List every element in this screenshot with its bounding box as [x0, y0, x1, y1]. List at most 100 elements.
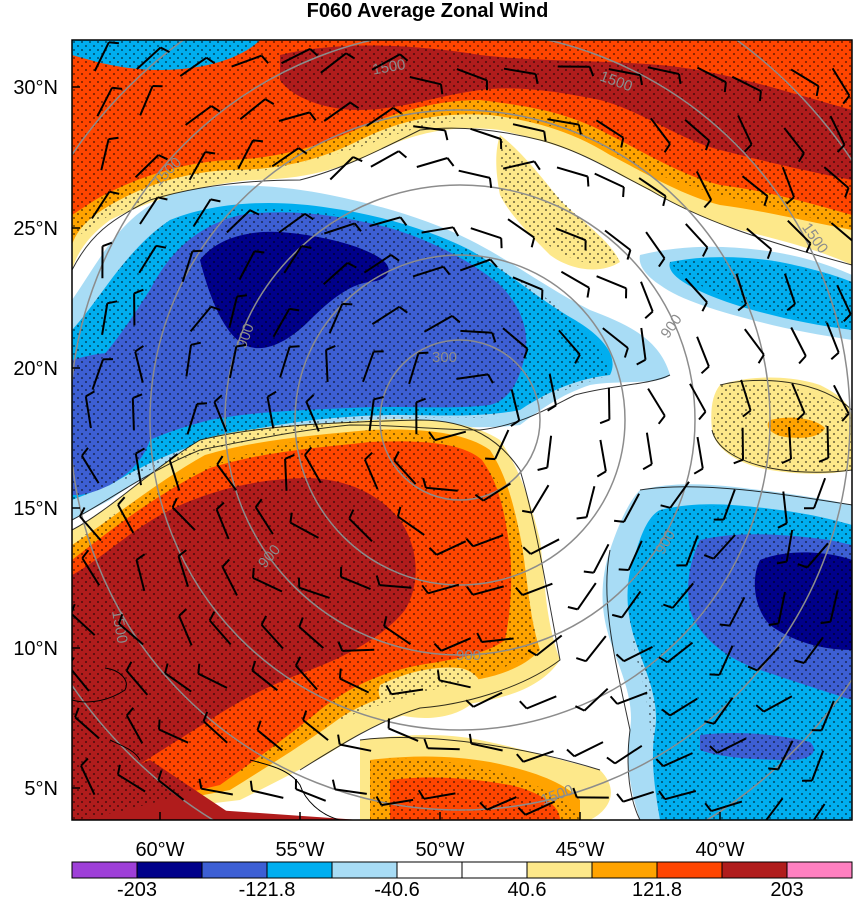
wind-barb-flag: [251, 660, 257, 671]
wind-barb: [470, 127, 502, 140]
wind-barb-flag: [337, 734, 341, 745]
wind-barb: [323, 222, 356, 235]
wind-barb: [662, 752, 693, 768]
wind-barb-flag: [352, 156, 363, 163]
wind-barb-flag: [700, 365, 710, 375]
wind-barb-flag: [489, 258, 498, 268]
wind-barb: [689, 383, 707, 413]
wind-barb: [685, 223, 709, 249]
wind-barb: [555, 227, 586, 242]
wind-barb: [573, 741, 604, 758]
wind-barb-flag: [797, 152, 805, 163]
wind-barb: [647, 388, 666, 417]
wind-barb-flag: [349, 101, 360, 110]
wind-barb-flag: [74, 707, 80, 718]
wind-barb: [260, 624, 284, 650]
wind-barb-flag: [396, 506, 402, 517]
wind-barb: [560, 270, 590, 289]
wind-barb-flag: [72, 603, 76, 614]
wind-barb: [826, 425, 830, 459]
wind-barb: [623, 493, 640, 523]
wind-barb-flag: [655, 758, 665, 767]
wind-barb-flag: [260, 615, 267, 626]
wind-barb-flag: [308, 111, 317, 122]
wind-barb: [640, 327, 647, 360]
wind-barb-flag: [116, 764, 121, 775]
wind-barb-flag: [266, 390, 277, 398]
wind-barb-flag: [522, 509, 533, 514]
wind-barb-flag: [703, 554, 714, 560]
wind-barb-flag: [446, 157, 455, 167]
wind-barb: [72, 612, 96, 636]
wind-barb: [731, 75, 762, 92]
wind-barb-flag: [547, 404, 557, 412]
wind-barb-flag: [843, 313, 852, 322]
wind-barb-flag: [190, 341, 202, 346]
wind-barb-flag: [704, 140, 711, 151]
wind-barb: [138, 245, 157, 274]
wind-barb-flag: [723, 82, 727, 93]
wind-barb: [239, 98, 266, 120]
wind-barb: [304, 454, 322, 484]
wind-barb: [79, 515, 102, 542]
lon-ticks: [159, 812, 721, 820]
wind-barb-flag: [623, 347, 629, 358]
wind-barb-flag: [221, 558, 231, 568]
wind-barb: [711, 800, 743, 813]
wind-barb: [684, 119, 710, 142]
wind-barb-flag: [465, 538, 474, 547]
wind-barb: [408, 353, 420, 385]
colorbar-swatch: [526, 861, 593, 879]
wind-barb: [189, 306, 212, 333]
wind-barb: [302, 719, 329, 741]
wind-barb-flag: [102, 241, 113, 248]
wind-barb: [348, 517, 373, 543]
wind-barb-flag: [385, 684, 393, 695]
wind-barb: [325, 349, 329, 382]
lon-label: 60°W: [135, 839, 184, 861]
wind-barb: [427, 583, 460, 595]
wind-barb-flag: [252, 139, 264, 143]
wind-barb-flag: [491, 332, 497, 343]
wind-barb: [366, 106, 394, 127]
wind-barb: [91, 359, 104, 390]
wind-barb: [434, 430, 467, 442]
wind-barb: [272, 308, 291, 338]
wind-barb-flag: [703, 199, 712, 209]
wind-barb: [298, 586, 330, 599]
wind-barb: [585, 635, 607, 662]
wind-barb-flag: [618, 568, 629, 571]
wind-barb: [284, 458, 288, 491]
wind-barb-flag: [198, 778, 203, 789]
wind-barb-flag: [719, 623, 730, 627]
wind-barb: [425, 486, 458, 492]
wind-barb: [134, 453, 142, 486]
lon-label: 40°W: [695, 839, 744, 861]
wind-barb-flag: [155, 244, 167, 249]
wind-barb-flag: [177, 549, 187, 557]
wind-barb-flag: [663, 143, 671, 153]
wind-barb: [833, 384, 850, 415]
wind-barb: [494, 429, 510, 460]
wind-barb-flag: [348, 509, 355, 520]
wind-barb: [283, 245, 303, 274]
wind-barb-flag: [747, 665, 758, 672]
wind-barb-flag: [533, 160, 541, 171]
wind-barb-flag: [743, 143, 753, 153]
wind-barb-flag: [776, 560, 787, 565]
wind-barb: [713, 697, 734, 725]
wind-barb: [790, 68, 820, 87]
wind-barb-flag: [815, 85, 820, 97]
wind-barb: [117, 773, 146, 793]
wind-barb-flag: [616, 793, 624, 803]
wind-barb-flag: [392, 106, 402, 115]
wind-barb: [460, 329, 493, 334]
colorbar: [71, 861, 853, 879]
wind-barb: [201, 787, 233, 796]
wind-barb-flag: [479, 801, 488, 811]
wind-barb: [237, 139, 254, 170]
wind-barb-flag: [210, 305, 221, 311]
wind-barb: [213, 401, 228, 432]
wind-barb: [522, 582, 553, 597]
wind-barb: [409, 76, 442, 86]
